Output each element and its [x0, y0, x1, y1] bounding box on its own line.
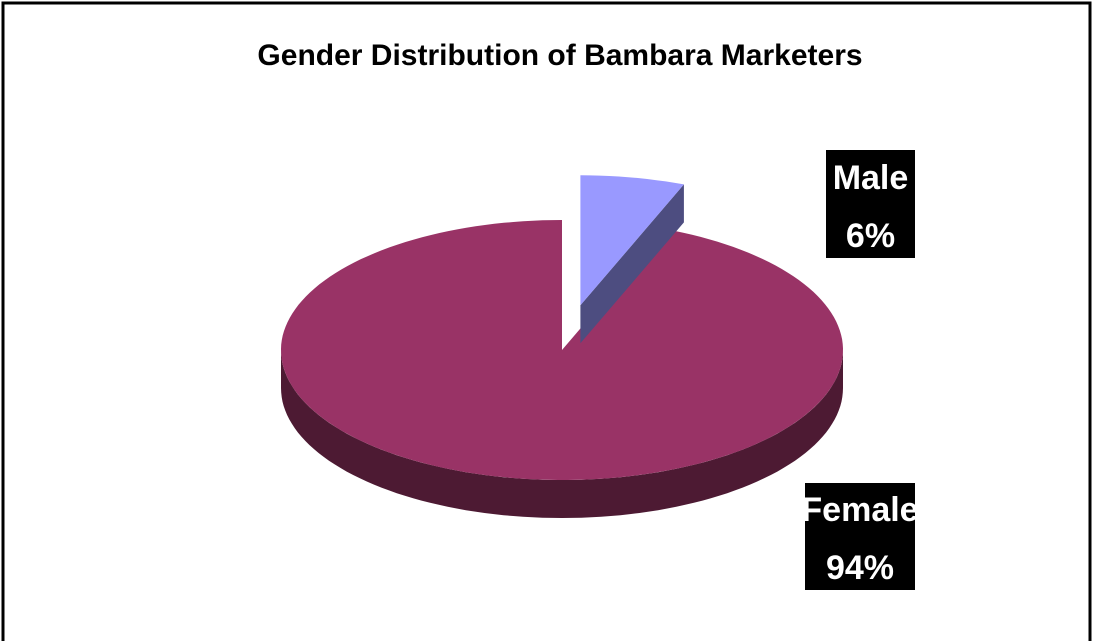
slice-label: Female — [801, 491, 918, 529]
slice-side — [281, 350, 843, 518]
label-box — [805, 483, 915, 590]
label-box — [826, 150, 915, 258]
chart-title: Gender Distribution of Bambara Marketers — [257, 39, 862, 72]
pie-slice — [281, 220, 843, 480]
pie-slice — [580, 175, 684, 306]
slice-label: Male — [833, 159, 909, 197]
slice-value-label: 6% — [846, 217, 895, 255]
slice-side — [580, 184, 684, 344]
slice-value-label: 94% — [826, 549, 894, 587]
